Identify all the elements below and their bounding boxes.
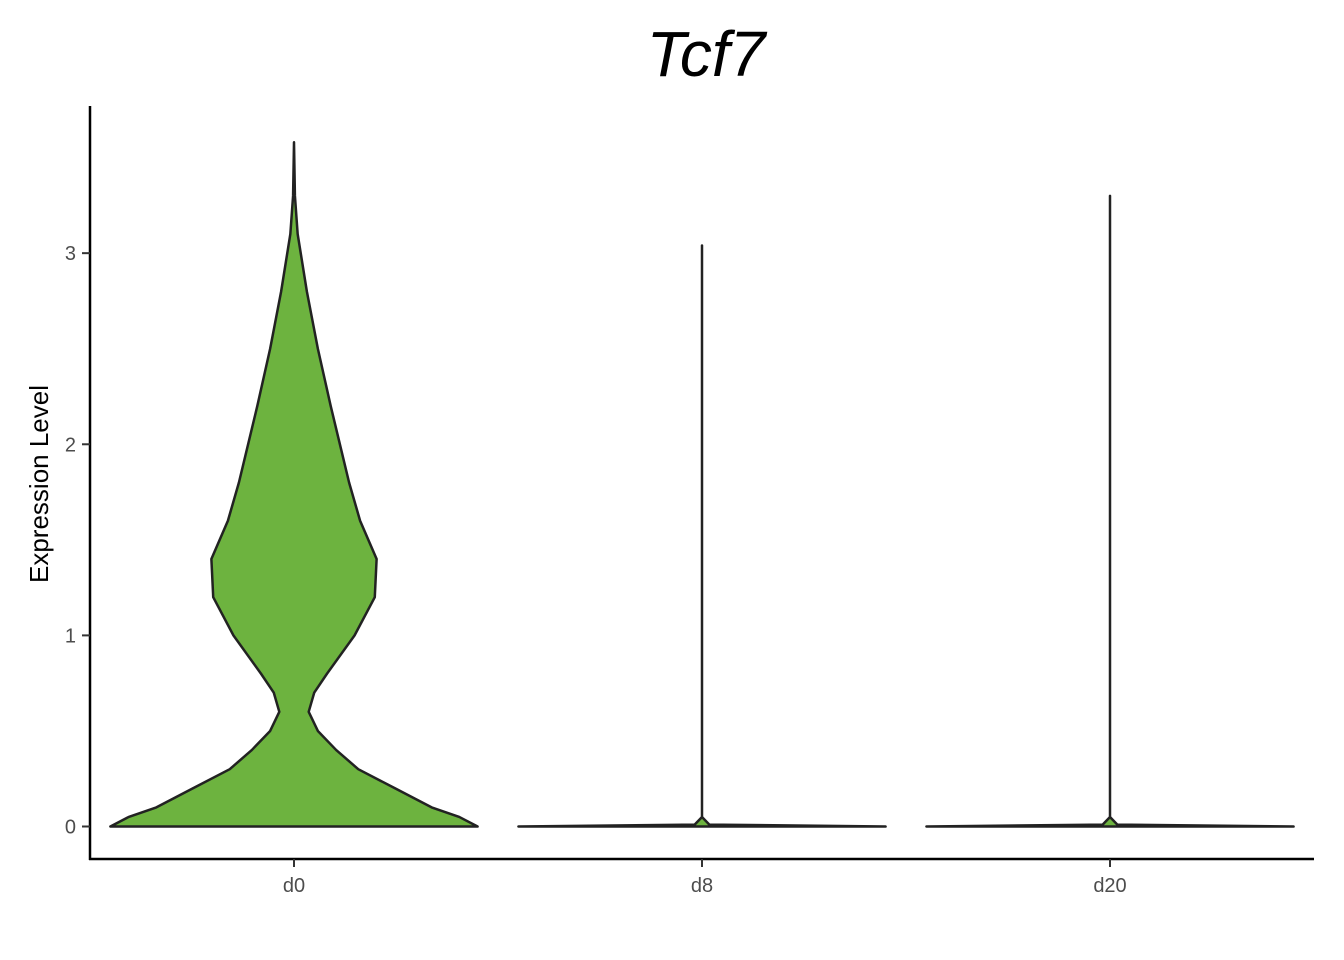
y-tick-label: 2 [65, 434, 76, 456]
y-axis-ticks: 0 1 2 3 [65, 243, 90, 839]
y-axis-title: Expression Level [24, 385, 54, 583]
violin-d0 [109, 141, 479, 828]
x-tick-label-d0: d0 [283, 875, 305, 897]
violin-d20 [925, 194, 1295, 828]
x-tick-label-d20: d20 [1093, 875, 1126, 897]
x-tick-label-d8: d8 [691, 875, 713, 897]
y-tick-label: 1 [65, 625, 76, 647]
violin-group [109, 141, 1295, 828]
violin-d8 [517, 244, 887, 828]
y-tick-label: 0 [65, 817, 76, 839]
chart-title: Tcf7 [647, 18, 768, 90]
x-axis-ticks: d0 d8 d20 [283, 859, 1127, 897]
y-tick-label: 3 [65, 243, 76, 265]
